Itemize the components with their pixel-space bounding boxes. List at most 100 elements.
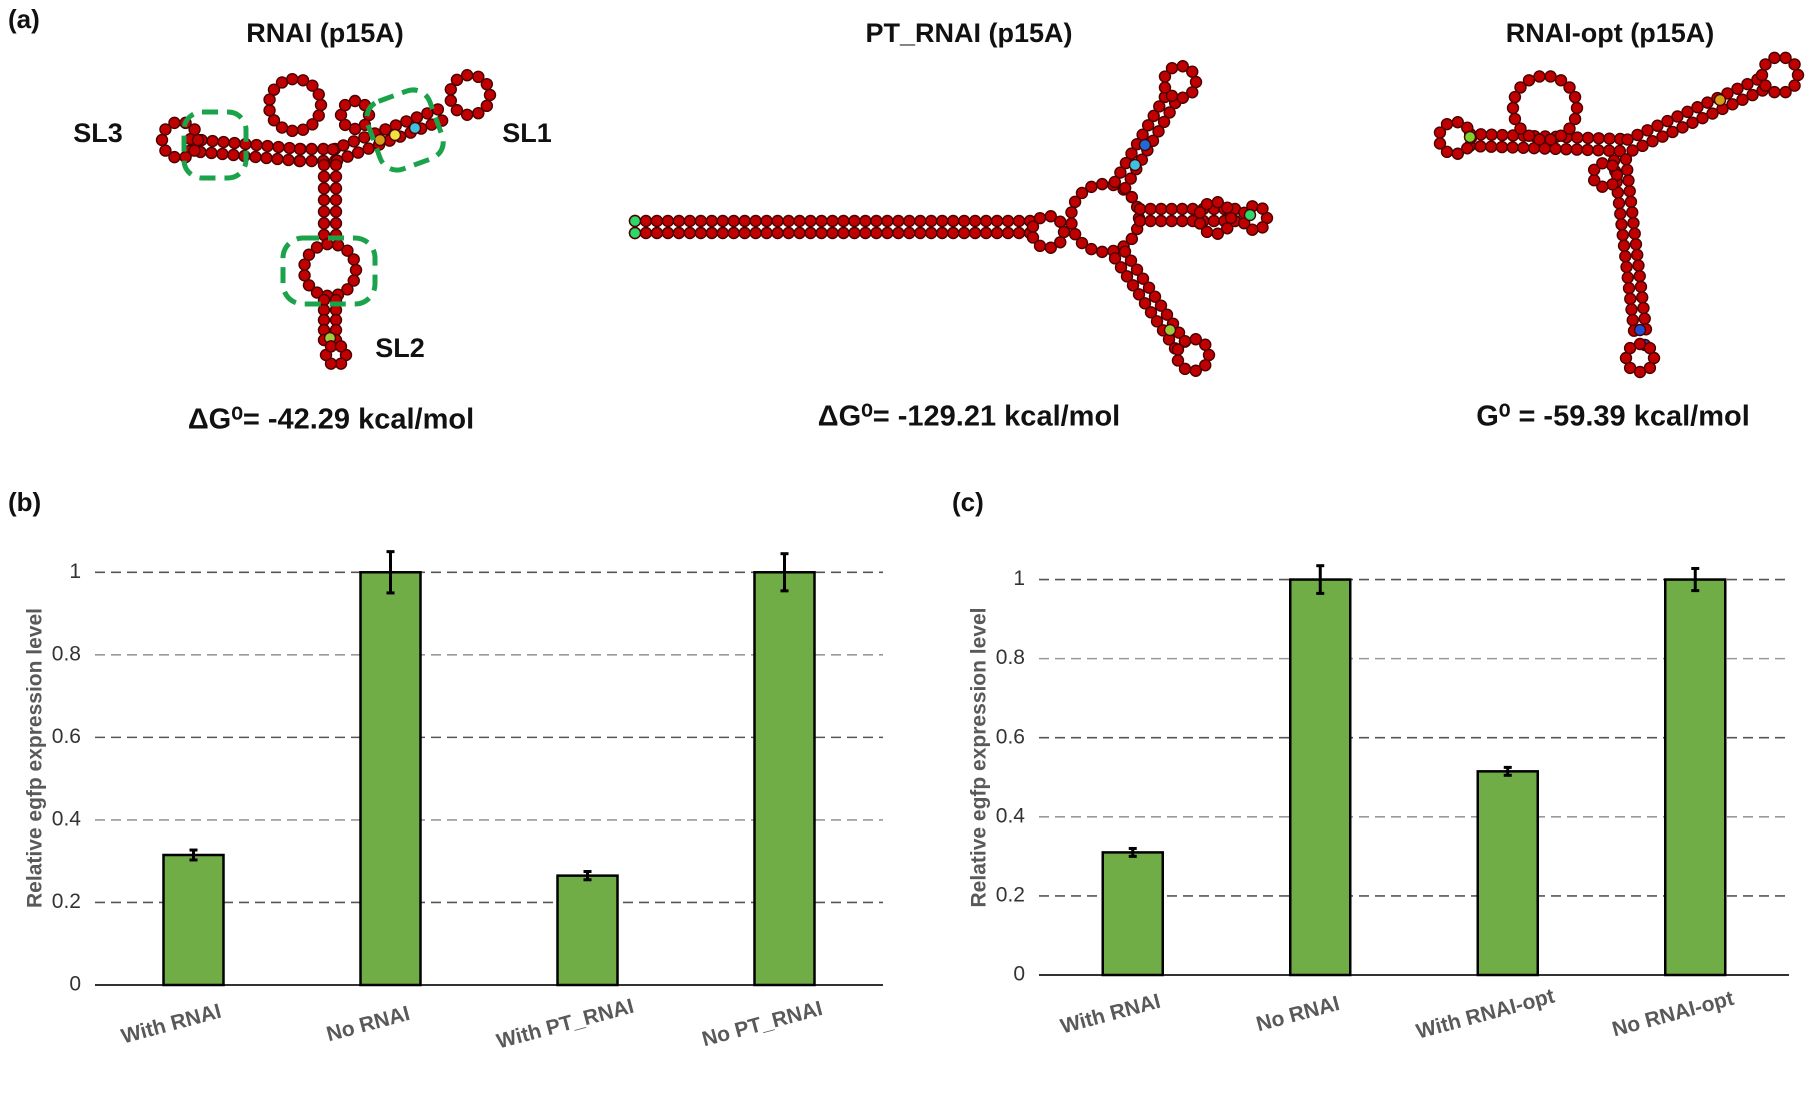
nucleotide (1485, 140, 1498, 153)
x-tick-label: No RNAI (1254, 992, 1342, 1036)
nucleotide (1124, 172, 1137, 185)
nucleotide (483, 88, 497, 102)
nucleotide (749, 226, 762, 240)
nucleotide (1189, 364, 1202, 377)
nucleotide (306, 79, 319, 92)
nucleotide (1656, 130, 1669, 143)
nucleotide (1621, 163, 1634, 177)
nucleotide (317, 170, 331, 183)
highlight-box (364, 87, 446, 173)
nucleotide (1581, 143, 1594, 157)
nucleotide (1211, 196, 1224, 209)
nucleotide (1613, 144, 1627, 158)
nucleotide (859, 226, 872, 240)
nucleotide (1643, 341, 1657, 355)
nucleotide (1075, 236, 1089, 250)
nucleotide (957, 226, 971, 240)
nucleotide (1485, 128, 1498, 141)
nucleotide (1602, 144, 1616, 157)
nucleotide (1691, 101, 1704, 114)
nucleotide (228, 136, 241, 150)
nucleotide (293, 142, 307, 156)
nucleotide (738, 214, 751, 228)
nucleotide (282, 153, 295, 167)
nucleotide (683, 226, 697, 240)
nucleotide (1207, 214, 1221, 228)
nucleotide (329, 193, 343, 207)
nucleotide (1506, 141, 1519, 154)
nucleotide (672, 214, 686, 228)
nucleotide (296, 74, 310, 87)
nucleotide (1624, 195, 1638, 208)
nucleotide (1686, 116, 1699, 129)
nucleotide (329, 217, 343, 230)
highlight-box (181, 109, 249, 181)
nucleotide (159, 123, 172, 136)
panel-label: (b) (8, 487, 41, 517)
nucleotide (672, 226, 686, 240)
y-tick-label: 0.4 (52, 807, 82, 830)
nucleotide (1128, 158, 1142, 172)
nucleotide (1026, 231, 1040, 244)
nucleotide (968, 226, 982, 240)
nucleotide (1620, 260, 1633, 274)
x-tick-label: No RNAI (324, 1002, 412, 1046)
nucleotide (1619, 250, 1632, 263)
nucleotide (1012, 214, 1026, 228)
nucleotide (1616, 228, 1629, 242)
nucleotide (1646, 135, 1659, 148)
nucleotide (1147, 109, 1160, 123)
nucleotide (1628, 227, 1641, 240)
nucleotide (1224, 211, 1238, 225)
nucleotide (1626, 313, 1639, 327)
nucleotide (1163, 106, 1176, 119)
nucleotide (1581, 131, 1595, 145)
y-tick-label: 0.4 (996, 804, 1026, 827)
y-axis-label: Relative egfp expression level (968, 608, 991, 908)
nucleotide (302, 279, 316, 292)
nucleotide (1256, 202, 1269, 215)
nucleotide (1615, 218, 1628, 231)
nucleotide (1186, 65, 1199, 78)
nucleotide (870, 214, 883, 228)
nucleotide (793, 214, 806, 228)
nucleotide (408, 121, 422, 135)
nucleotide (263, 104, 276, 117)
nucleotide (870, 226, 883, 240)
nucleotide (705, 226, 719, 240)
nucleotide (1141, 119, 1155, 132)
nucleotide (1637, 301, 1650, 315)
nucleotide (979, 214, 993, 228)
error-bar (1691, 566, 1700, 593)
bar (1101, 851, 1164, 977)
nucleotide (1713, 93, 1727, 107)
nucleotide (1120, 270, 1134, 283)
nucleotide (1661, 114, 1674, 128)
nucleotide (749, 214, 762, 228)
nucleotide (1001, 226, 1015, 240)
nucleotide (1178, 362, 1192, 376)
nucleotide (1165, 61, 1179, 75)
nucleotide (1132, 288, 1146, 301)
nucleotide (1627, 216, 1640, 230)
nucleotide (837, 226, 850, 240)
y-tick-label: 0.6 (52, 725, 81, 748)
nucleotide (628, 226, 642, 240)
nucleotide (329, 170, 343, 183)
nucleotide (1619, 153, 1633, 166)
nucleotide (1508, 90, 1522, 104)
nucleotide (650, 214, 664, 228)
nucleotide (859, 214, 872, 228)
nucleotide (351, 146, 365, 159)
nucleotide (804, 226, 817, 240)
error-bar (583, 870, 592, 882)
nucleotide (1130, 263, 1144, 276)
nucleotide (1054, 236, 1067, 249)
nucleotide (1095, 177, 1109, 191)
nucleotide (296, 123, 310, 136)
energy: G⁰ = -59.39 kcal/mol (1476, 401, 1750, 433)
nucleotide (1636, 139, 1649, 153)
nucleotide (848, 214, 861, 228)
nucleotide (815, 214, 828, 228)
